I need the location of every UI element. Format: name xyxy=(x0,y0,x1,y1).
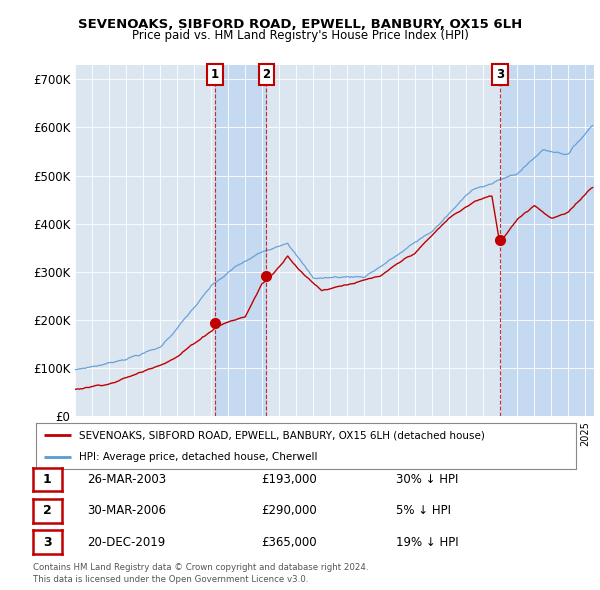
Text: Contains HM Land Registry data © Crown copyright and database right 2024.: Contains HM Land Registry data © Crown c… xyxy=(33,563,368,572)
Text: HPI: Average price, detached house, Cherwell: HPI: Average price, detached house, Cher… xyxy=(79,451,318,461)
Text: SEVENOAKS, SIBFORD ROAD, EPWELL, BANBURY, OX15 6LH: SEVENOAKS, SIBFORD ROAD, EPWELL, BANBURY… xyxy=(78,18,522,31)
Text: 26-MAR-2003: 26-MAR-2003 xyxy=(87,473,166,486)
Text: £365,000: £365,000 xyxy=(261,536,317,549)
Bar xyxy=(500,65,594,416)
Text: 30% ↓ HPI: 30% ↓ HPI xyxy=(396,473,458,486)
Text: 2: 2 xyxy=(43,504,52,517)
Text: £193,000: £193,000 xyxy=(261,473,317,486)
Text: 30-MAR-2006: 30-MAR-2006 xyxy=(87,504,166,517)
Text: 3: 3 xyxy=(496,68,504,81)
Text: 1: 1 xyxy=(43,473,52,486)
Text: £290,000: £290,000 xyxy=(261,504,317,517)
Text: 2: 2 xyxy=(262,68,271,81)
Text: 3: 3 xyxy=(43,536,52,549)
Text: SEVENOAKS, SIBFORD ROAD, EPWELL, BANBURY, OX15 6LH (detached house): SEVENOAKS, SIBFORD ROAD, EPWELL, BANBURY… xyxy=(79,431,485,441)
Text: 20-DEC-2019: 20-DEC-2019 xyxy=(87,536,165,549)
Text: 19% ↓ HPI: 19% ↓ HPI xyxy=(396,536,458,549)
Text: Price paid vs. HM Land Registry's House Price Index (HPI): Price paid vs. HM Land Registry's House … xyxy=(131,30,469,42)
Text: This data is licensed under the Open Government Licence v3.0.: This data is licensed under the Open Gov… xyxy=(33,575,308,584)
Text: 1: 1 xyxy=(211,68,219,81)
Bar xyxy=(215,65,266,416)
Text: 5% ↓ HPI: 5% ↓ HPI xyxy=(396,504,451,517)
